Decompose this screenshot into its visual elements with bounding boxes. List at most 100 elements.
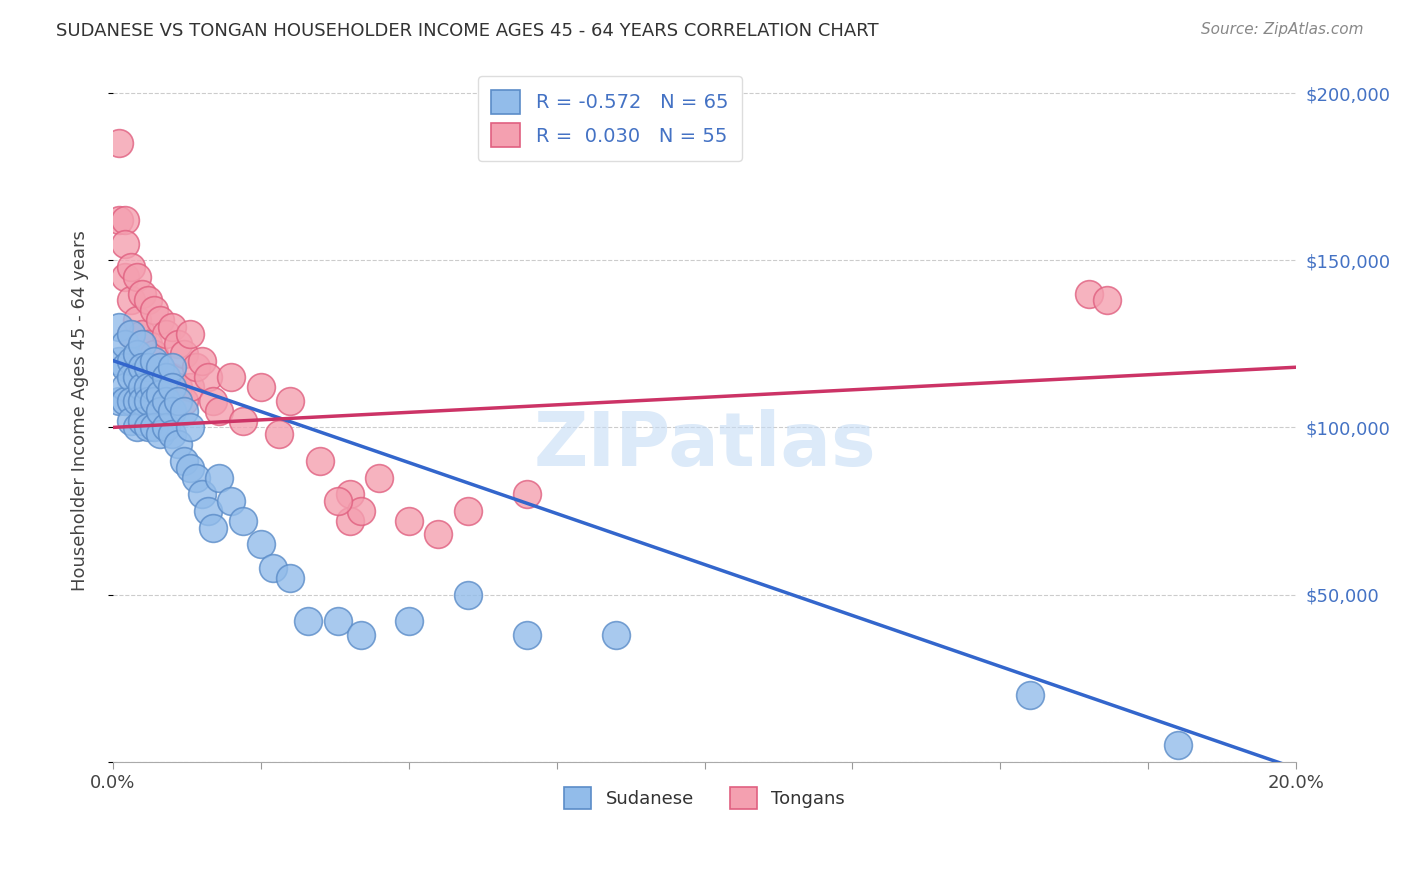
Point xyxy=(138,393,160,408)
Point xyxy=(267,427,290,442)
Text: ZIPatlas: ZIPatlas xyxy=(533,409,876,483)
Point xyxy=(107,393,129,408)
Point xyxy=(143,347,166,361)
Point xyxy=(368,470,391,484)
Point xyxy=(114,269,136,284)
Point xyxy=(160,320,183,334)
Point xyxy=(131,360,153,375)
Point xyxy=(167,393,190,408)
Point xyxy=(120,414,142,428)
Point xyxy=(149,393,172,408)
Point xyxy=(197,504,219,518)
Point xyxy=(179,326,201,341)
Point xyxy=(262,561,284,575)
Point xyxy=(114,236,136,251)
Point xyxy=(138,380,160,394)
Point xyxy=(155,420,177,434)
Point xyxy=(138,336,160,351)
Point xyxy=(138,420,160,434)
Text: Source: ZipAtlas.com: Source: ZipAtlas.com xyxy=(1201,22,1364,37)
Point xyxy=(249,380,271,394)
Point xyxy=(143,387,166,401)
Point xyxy=(138,293,160,308)
Point xyxy=(202,521,225,535)
Point xyxy=(149,387,172,401)
Point xyxy=(120,326,142,341)
Point xyxy=(125,370,148,384)
Point xyxy=(143,420,166,434)
Point xyxy=(516,628,538,642)
Point xyxy=(1078,286,1101,301)
Point xyxy=(197,370,219,384)
Point xyxy=(339,487,361,501)
Point xyxy=(155,326,177,341)
Point xyxy=(516,487,538,501)
Point xyxy=(107,136,129,151)
Point xyxy=(179,380,201,394)
Point xyxy=(125,269,148,284)
Point xyxy=(120,393,142,408)
Point xyxy=(208,470,231,484)
Point xyxy=(160,380,183,394)
Point xyxy=(280,393,302,408)
Point xyxy=(131,360,153,375)
Point xyxy=(143,393,166,408)
Point xyxy=(138,380,160,394)
Point xyxy=(309,454,332,468)
Point xyxy=(131,286,153,301)
Point xyxy=(202,393,225,408)
Point xyxy=(131,393,153,408)
Point xyxy=(120,326,142,341)
Point xyxy=(120,370,142,384)
Point xyxy=(173,347,195,361)
Point xyxy=(184,360,207,375)
Point xyxy=(173,393,195,408)
Point xyxy=(114,380,136,394)
Point xyxy=(427,527,450,541)
Point xyxy=(114,360,136,375)
Point xyxy=(350,504,373,518)
Point xyxy=(155,370,177,384)
Point xyxy=(107,353,129,368)
Point xyxy=(131,336,153,351)
Point xyxy=(167,437,190,451)
Point xyxy=(232,514,254,528)
Point xyxy=(190,487,212,501)
Point xyxy=(167,380,190,394)
Point xyxy=(160,360,183,375)
Point xyxy=(149,360,172,375)
Point xyxy=(149,403,172,417)
Point xyxy=(138,360,160,375)
Text: SUDANESE VS TONGAN HOUSEHOLDER INCOME AGES 45 - 64 YEARS CORRELATION CHART: SUDANESE VS TONGAN HOUSEHOLDER INCOME AG… xyxy=(56,22,879,40)
Point xyxy=(249,537,271,551)
Point xyxy=(605,628,627,642)
Point xyxy=(131,380,153,394)
Point xyxy=(155,393,177,408)
Point xyxy=(125,347,148,361)
Point xyxy=(219,370,242,384)
Point xyxy=(143,303,166,318)
Point xyxy=(173,454,195,468)
Point xyxy=(398,514,420,528)
Point xyxy=(1095,293,1118,308)
Point xyxy=(167,336,190,351)
Point xyxy=(155,370,177,384)
Y-axis label: Householder Income Ages 45 - 64 years: Householder Income Ages 45 - 64 years xyxy=(72,230,89,591)
Point xyxy=(114,393,136,408)
Point xyxy=(149,313,172,327)
Point xyxy=(125,353,148,368)
Point xyxy=(339,514,361,528)
Point xyxy=(219,494,242,508)
Point xyxy=(160,427,183,442)
Point xyxy=(143,353,166,368)
Point xyxy=(179,460,201,475)
Point xyxy=(326,615,349,629)
Point xyxy=(120,353,142,368)
Point xyxy=(457,504,479,518)
Point xyxy=(143,380,166,394)
Point xyxy=(184,470,207,484)
Point xyxy=(398,615,420,629)
Point xyxy=(149,427,172,442)
Point xyxy=(208,403,231,417)
Point xyxy=(190,353,212,368)
